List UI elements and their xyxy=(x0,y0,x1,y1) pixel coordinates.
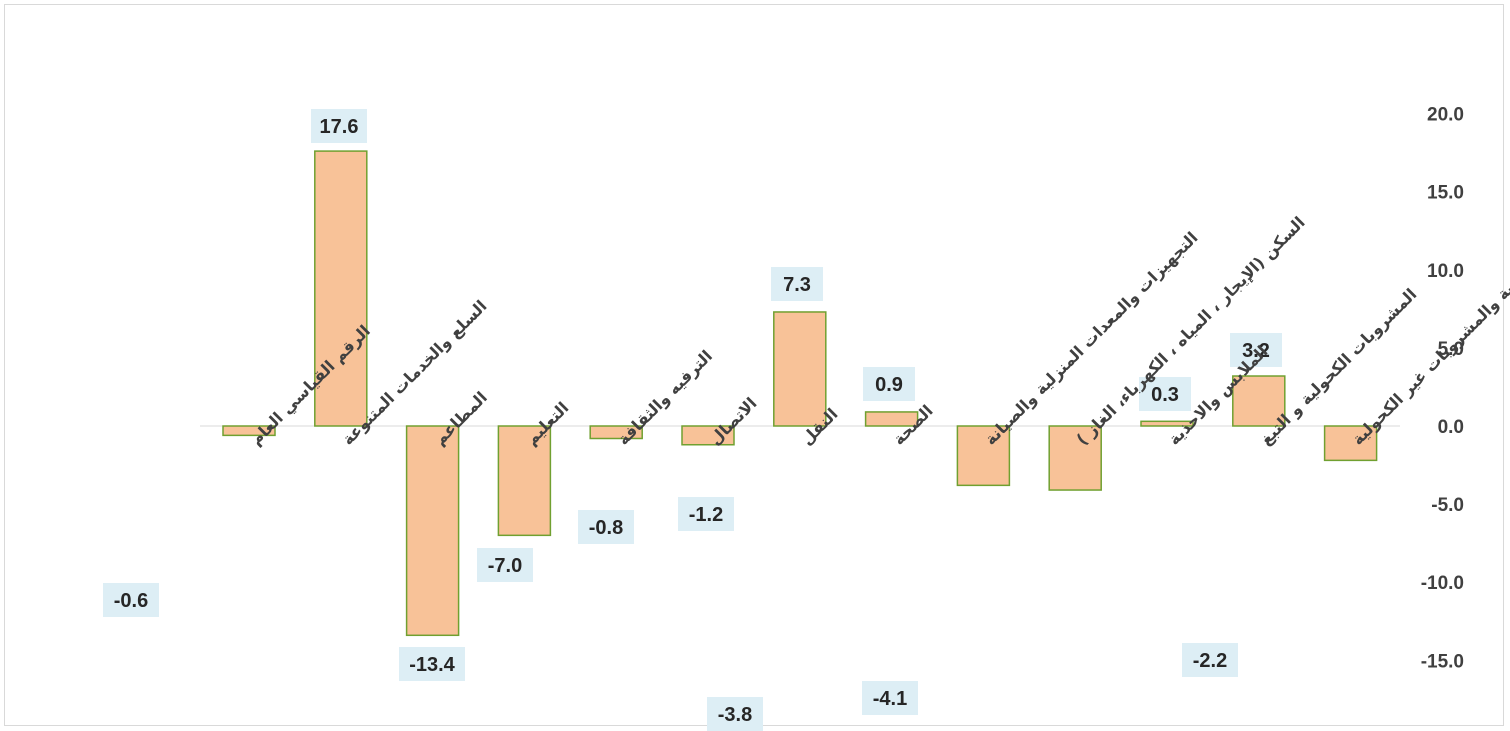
bar xyxy=(589,425,643,440)
data-label-box xyxy=(399,647,465,681)
y-tick-label: -5.0 xyxy=(1431,495,1464,516)
data-label-box xyxy=(103,583,159,617)
data-label: -4.1 xyxy=(873,688,907,710)
bar xyxy=(1323,425,1378,462)
data-label-box xyxy=(1230,333,1282,367)
bar xyxy=(497,425,552,537)
category-label: الاغذية والمشروبات غير الكحولية xyxy=(1348,253,1510,449)
data-label: 17.6 xyxy=(320,116,359,138)
bar xyxy=(956,425,1011,487)
data-label: -1.2 xyxy=(689,504,723,526)
bar xyxy=(314,150,368,427)
bar xyxy=(405,425,460,637)
data-label: -0.6 xyxy=(114,590,148,612)
data-label: 3.2 xyxy=(1242,340,1270,362)
data-label: 0.9 xyxy=(875,374,903,396)
data-label-box xyxy=(578,510,634,544)
y-tick-label: 20.0 xyxy=(1427,105,1464,126)
category-label: المطاعم xyxy=(430,388,491,449)
data-label: -0.8 xyxy=(589,517,623,539)
y-tick-label: -15.0 xyxy=(1421,651,1464,672)
data-label: 7.3 xyxy=(783,274,811,296)
y-tick-label: -10.0 xyxy=(1421,573,1464,594)
bar xyxy=(773,311,827,427)
data-label-box xyxy=(1182,643,1238,677)
data-label-box xyxy=(1139,377,1191,411)
data-label-box xyxy=(771,267,823,301)
y-tick-label: 10.0 xyxy=(1427,261,1464,282)
data-label-box xyxy=(707,697,763,731)
bar xyxy=(864,411,919,427)
bar xyxy=(681,425,735,446)
y-tick-label: 5.0 xyxy=(1438,339,1464,360)
data-label: -7.0 xyxy=(488,555,522,577)
data-label-box xyxy=(477,548,533,582)
data-label: -2.2 xyxy=(1193,650,1227,672)
data-label-box xyxy=(678,497,734,531)
y-tick-label: 0.0 xyxy=(1438,417,1464,438)
bar xyxy=(1232,375,1286,427)
data-label: -13.4 xyxy=(409,654,455,676)
data-label-box xyxy=(311,109,367,143)
data-label-box xyxy=(863,367,915,401)
bar xyxy=(222,425,276,437)
y-tick-label: 15.0 xyxy=(1427,183,1464,204)
data-label-box xyxy=(862,681,918,715)
bar xyxy=(1048,425,1102,491)
bar xyxy=(1140,420,1194,427)
data-label: 0.3 xyxy=(1151,384,1179,406)
data-label: -3.8 xyxy=(718,704,752,726)
